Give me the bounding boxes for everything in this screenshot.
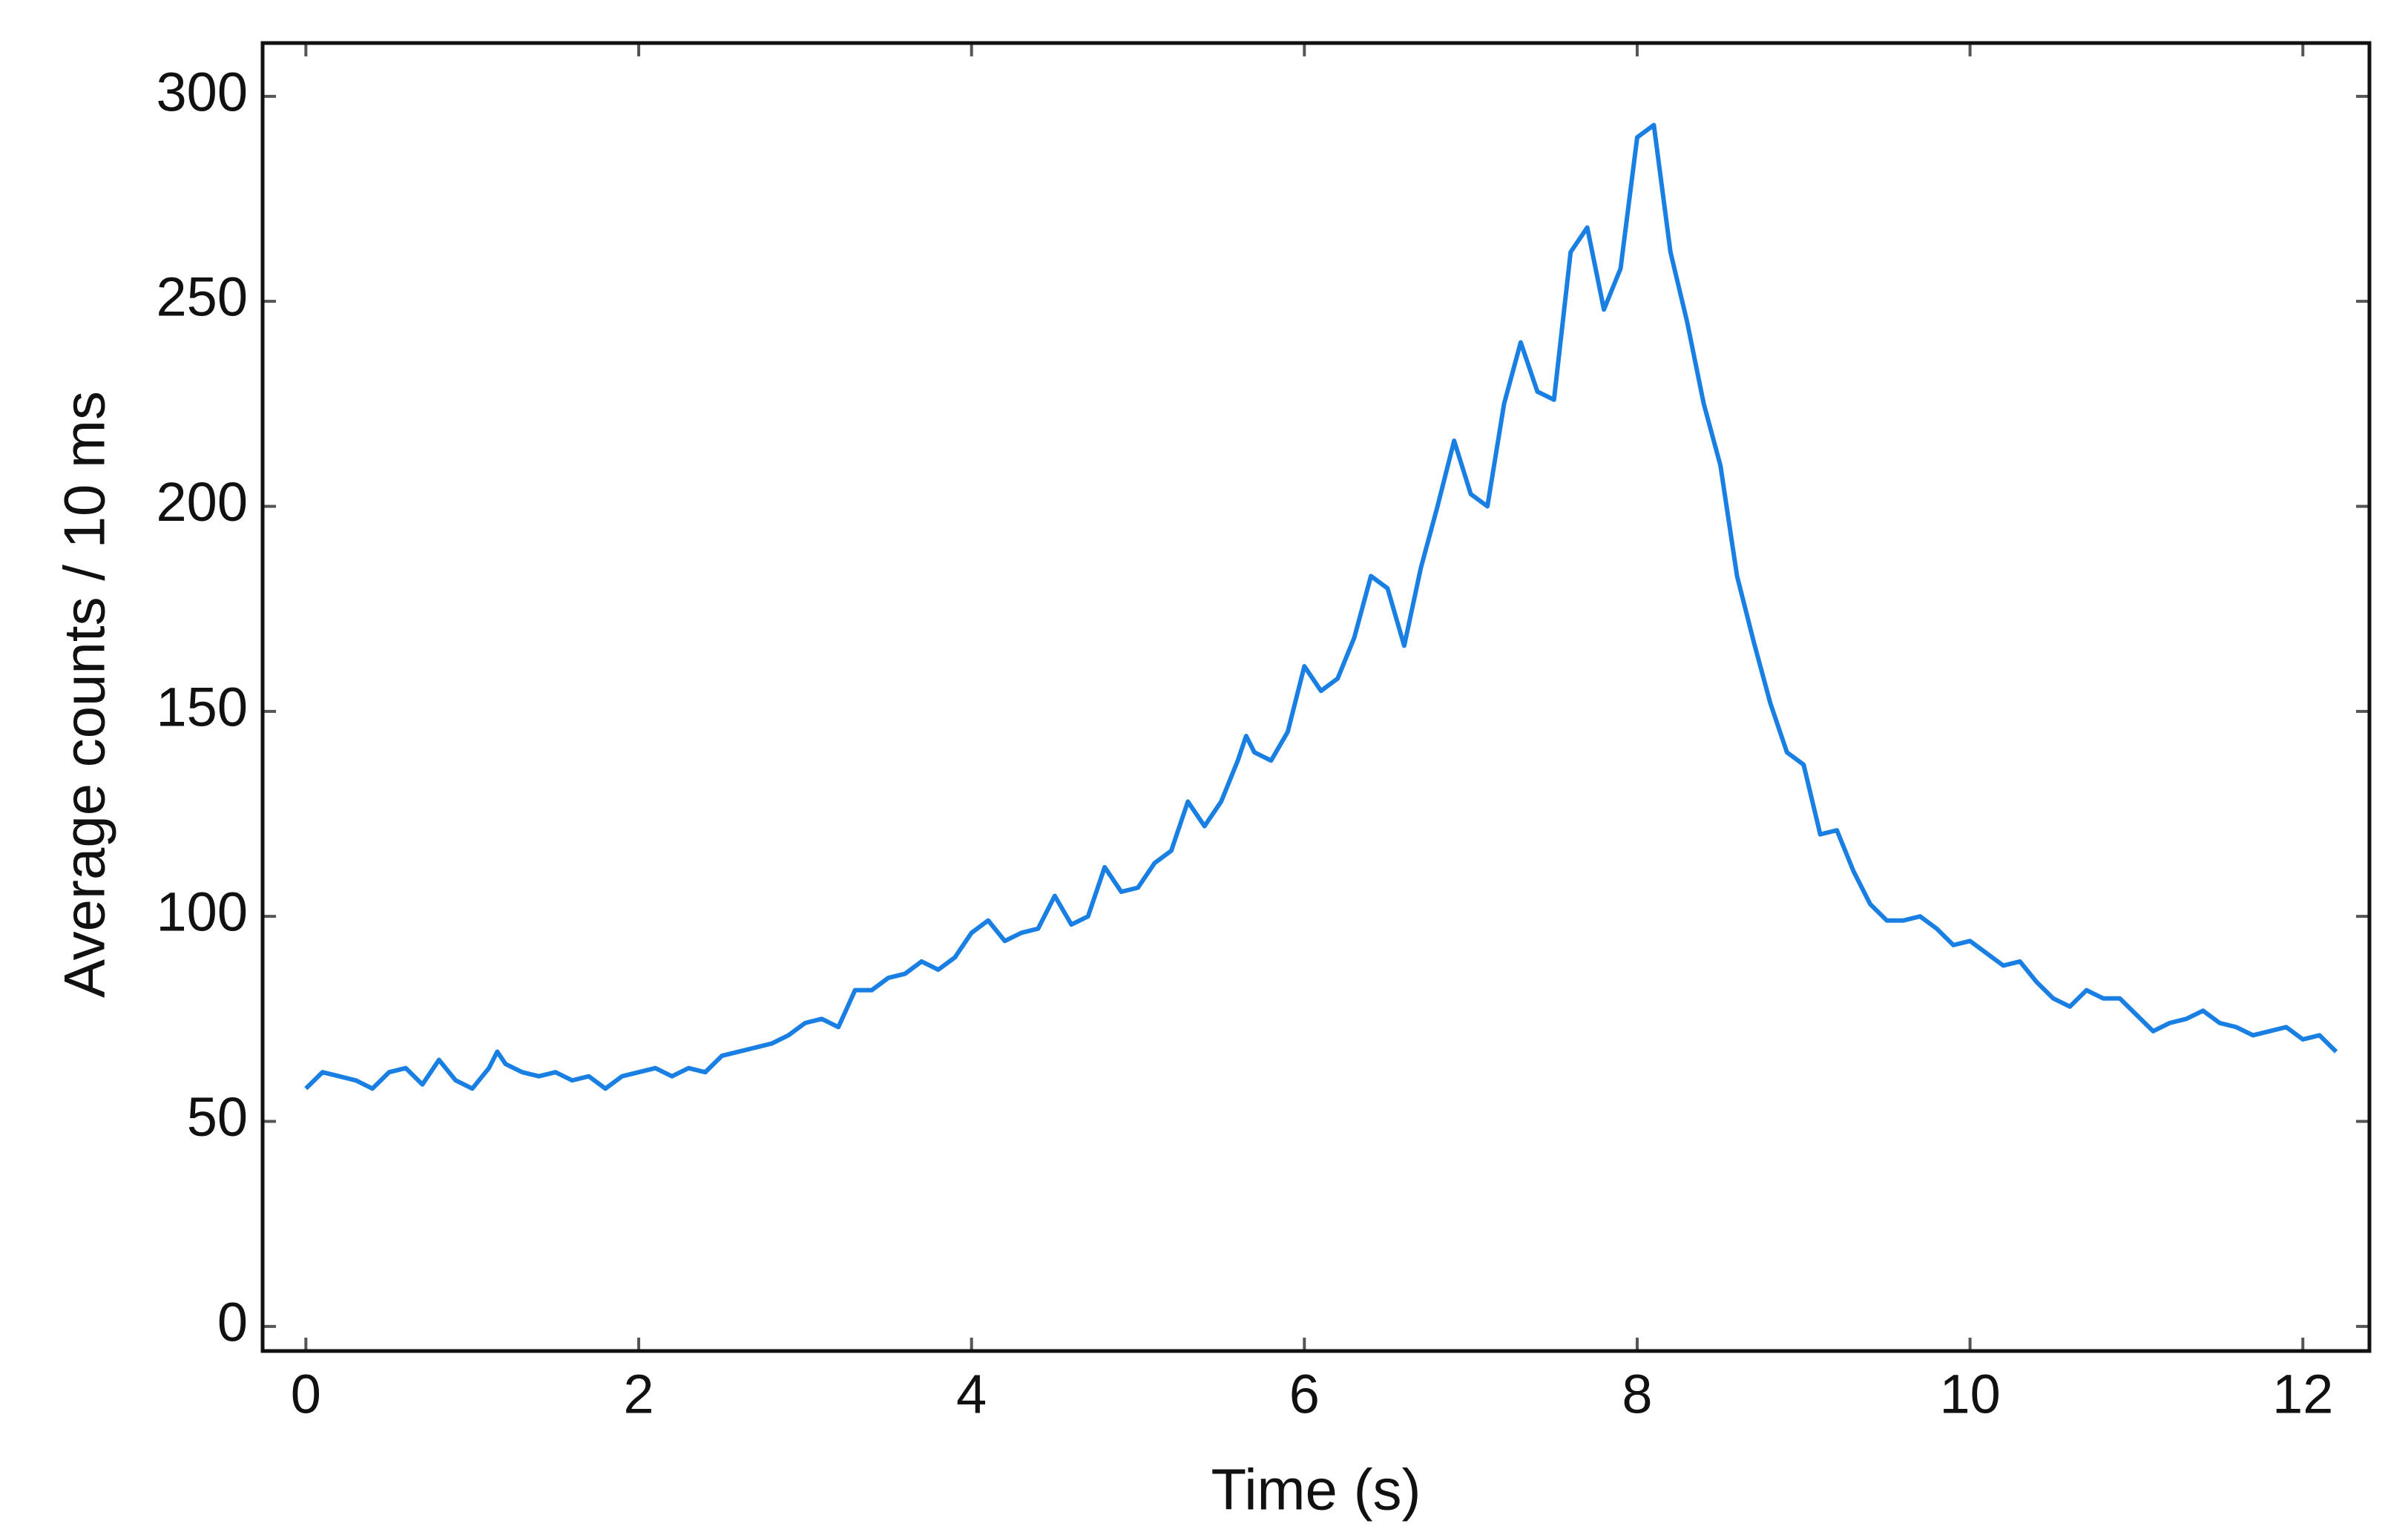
x-tick-label: 12 — [2272, 1364, 2333, 1425]
x-tick-label: 4 — [956, 1364, 987, 1425]
y-tick-label: 0 — [217, 1291, 248, 1352]
x-tick-label: 0 — [291, 1364, 321, 1425]
x-tick-label: 2 — [623, 1364, 654, 1425]
y-tick-label: 200 — [157, 471, 248, 533]
x-tick-label: 6 — [1289, 1364, 1320, 1425]
y-tick-label: 250 — [157, 266, 248, 328]
y-axis-label: Average counts / 10 ms — [52, 391, 117, 998]
y-tick-label: 150 — [157, 676, 248, 737]
x-tick-label: 10 — [1939, 1364, 2000, 1425]
plot-frame — [260, 41, 2372, 1353]
line-series — [304, 122, 2338, 1091]
y-tick-label: 50 — [187, 1086, 248, 1148]
x-tick-label: 8 — [1622, 1364, 1652, 1425]
y-tick-label: 300 — [157, 61, 248, 122]
x-axis-label: Time (s) — [1211, 1457, 1421, 1522]
y-tick-label: 100 — [157, 881, 248, 943]
